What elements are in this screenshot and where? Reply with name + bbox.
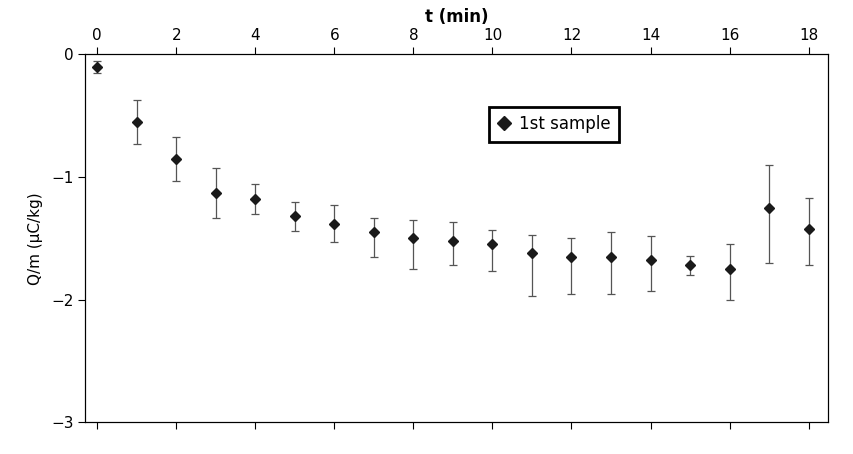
Y-axis label: Q/m (μC/kg): Q/m (μC/kg) [28,192,43,285]
X-axis label: t (min): t (min) [425,8,488,26]
Legend: 1st sample: 1st sample [489,107,618,142]
